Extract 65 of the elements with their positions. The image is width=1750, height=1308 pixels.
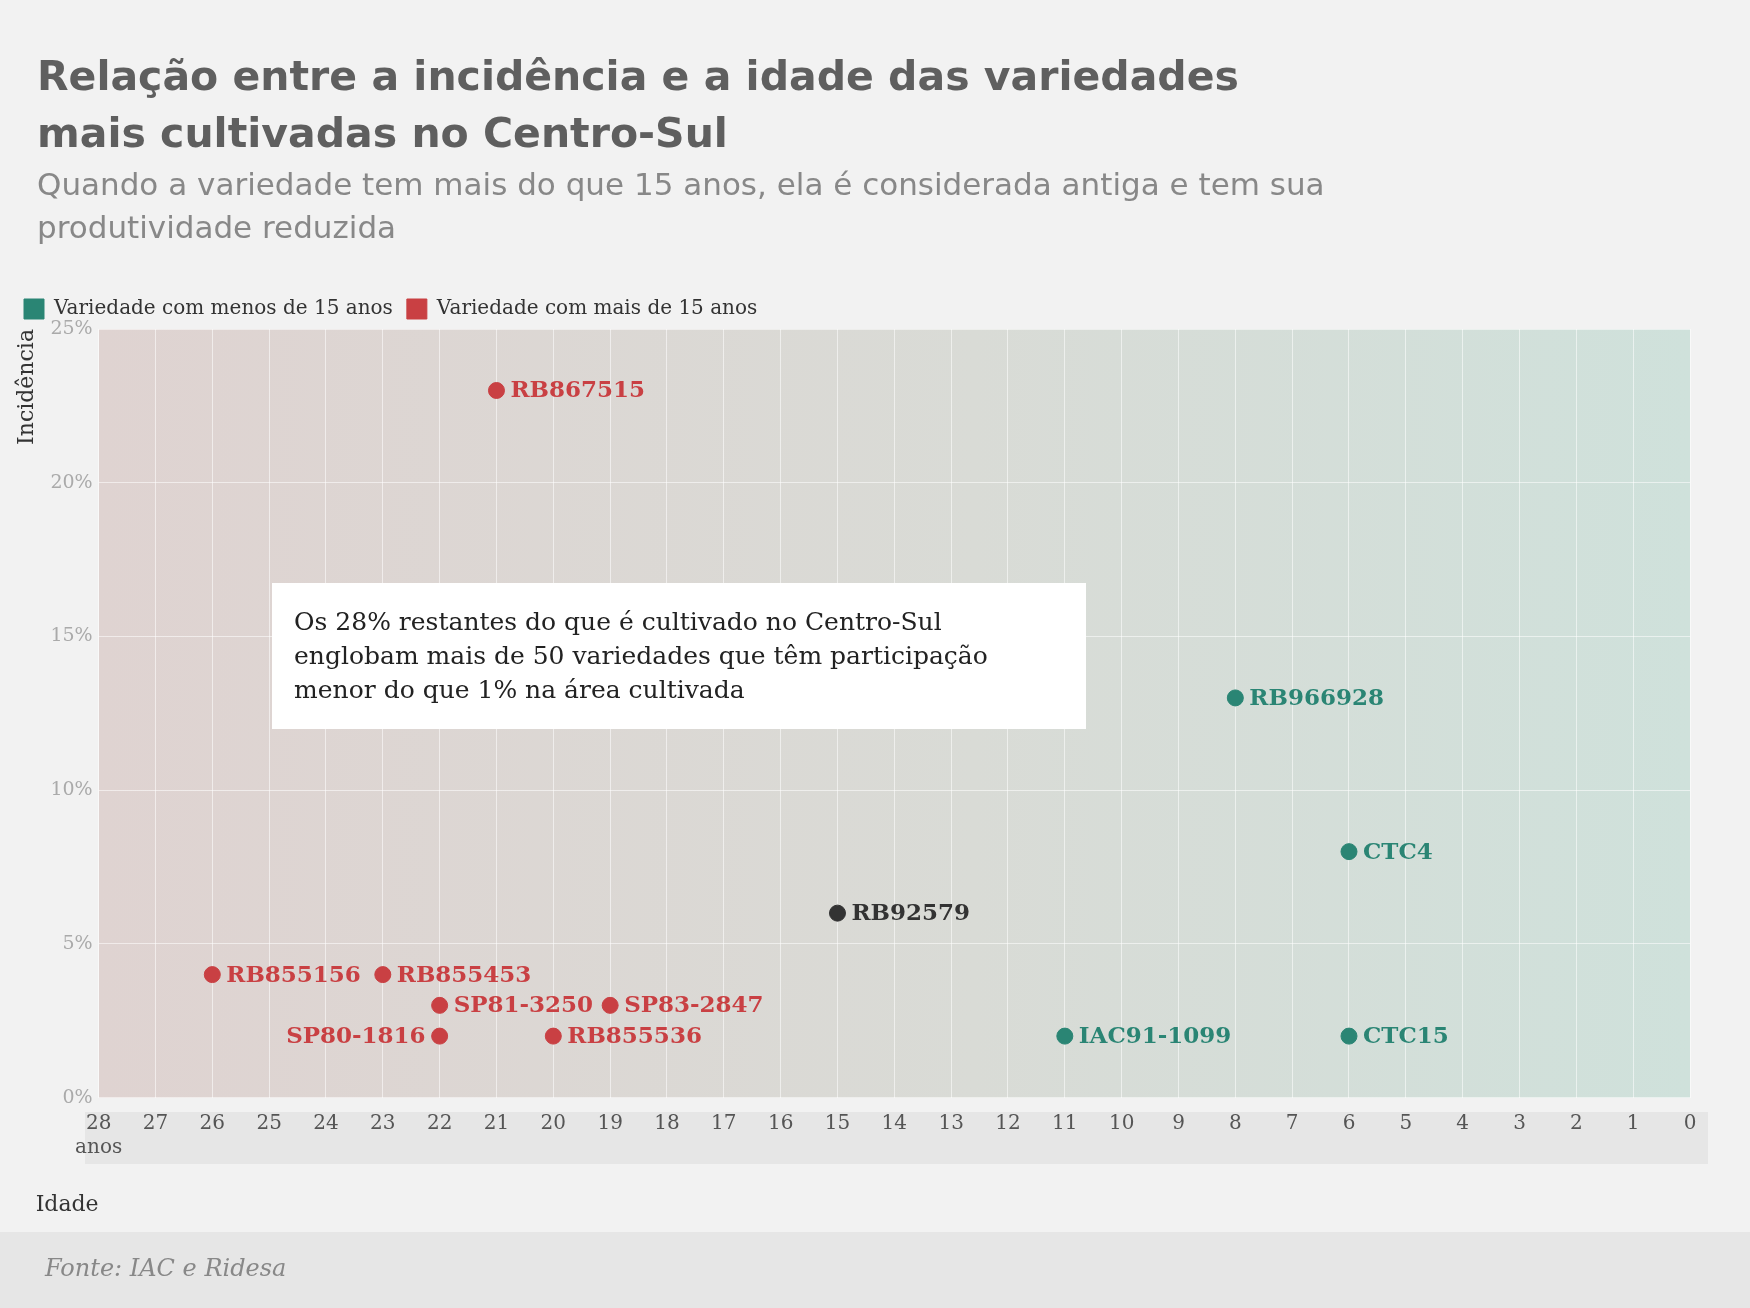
data-label: RB855156 xyxy=(226,959,361,987)
point xyxy=(601,996,619,1014)
x-tick-label: 6 xyxy=(1342,1109,1356,1134)
x-tick-label: 9 xyxy=(1172,1109,1185,1134)
data-label: SP80-1816 xyxy=(286,1021,426,1049)
point xyxy=(374,966,392,984)
x-tick-label: 2 xyxy=(1569,1109,1583,1134)
data-label: RB92579 xyxy=(851,898,971,926)
x-tick-label: 24 xyxy=(313,1109,339,1134)
point xyxy=(1340,1027,1358,1045)
data-label: SP83-2847 xyxy=(624,990,764,1018)
x-axis-title: Idade xyxy=(35,1190,99,1216)
y-axis-title: Incidência xyxy=(12,329,38,445)
data-label: CTC15 xyxy=(1362,1021,1449,1049)
x-tick-label: 0 xyxy=(1683,1109,1697,1134)
y-tick-label: 5% xyxy=(62,930,93,953)
data-label: SP81-3250 xyxy=(453,990,594,1018)
annotation: Os 28% restantes do que é cultivado no Centro-Sul englobam mais de 50 variedades que têm participação menor do que 1% na área cultivada xyxy=(294,605,989,706)
chart-title: Relação entre a incidência e a idade das variedades mais cultivadas no Centro-Sul xyxy=(37,51,1240,159)
legend-label: Variedade com mais de 15 anos xyxy=(435,295,758,320)
x-tick-label: 20 xyxy=(540,1109,567,1134)
x-tick-label: 27 xyxy=(142,1109,169,1134)
x-tick-label: 14 xyxy=(881,1109,908,1134)
data-label: RB855536 xyxy=(567,1021,702,1049)
x-tick-label: 21 xyxy=(483,1109,510,1134)
point xyxy=(1226,689,1244,707)
data-label: RB855453 xyxy=(396,959,532,987)
source-note: Fonte: IAC e Ridesa xyxy=(45,1254,287,1282)
y-tick-label: 0% xyxy=(62,1084,93,1107)
x-tick-label: 4 xyxy=(1456,1109,1470,1134)
data-label: IAC91-1099 xyxy=(1078,1021,1232,1049)
point xyxy=(1056,1027,1074,1045)
x-tick-label: 13 xyxy=(938,1109,964,1134)
x-tick-label: 26 xyxy=(199,1109,226,1134)
x-tick-label: 28 anos xyxy=(75,1109,123,1158)
x-tick-label: 22 xyxy=(426,1109,453,1134)
data-label: RB867515 xyxy=(510,375,646,403)
point xyxy=(828,904,846,922)
x-tick-label: 7 xyxy=(1285,1109,1299,1134)
point xyxy=(544,1027,562,1045)
x-tick-label: 3 xyxy=(1513,1109,1526,1134)
x-tick-label: 23 xyxy=(370,1109,396,1134)
x-tick-label: 8 xyxy=(1228,1109,1242,1134)
y-tick-label: 15% xyxy=(50,623,93,646)
chart-subtitle: Quando a variedade tem mais do que 15 anos, ela é considerada antiga e tem sua produtividade reduzida xyxy=(37,165,1326,247)
data-label: RB966928 xyxy=(1249,682,1384,710)
x-tick-label: 5 xyxy=(1399,1109,1413,1134)
x-tick-label: 17 xyxy=(711,1109,737,1134)
x-tick-label: 11 xyxy=(1052,1109,1078,1134)
point xyxy=(487,381,505,399)
x-tick-label: 16 xyxy=(767,1109,794,1134)
x-tick-label: 15 xyxy=(824,1109,851,1134)
x-tick-label: 18 xyxy=(654,1109,680,1134)
x-tick-label: 25 xyxy=(256,1109,282,1134)
point xyxy=(431,1027,449,1045)
data-label: CTC4 xyxy=(1362,836,1433,864)
x-tick-label: 12 xyxy=(995,1109,1021,1134)
point xyxy=(1340,843,1358,861)
point xyxy=(431,996,449,1014)
y-tick-label: 20% xyxy=(50,469,93,492)
y-tick-label: 10% xyxy=(50,777,93,800)
point xyxy=(203,966,221,984)
x-tick-label: 1 xyxy=(1626,1109,1640,1134)
x-tick-label: 19 xyxy=(597,1109,623,1134)
x-tick-label: 10 xyxy=(1108,1109,1135,1134)
